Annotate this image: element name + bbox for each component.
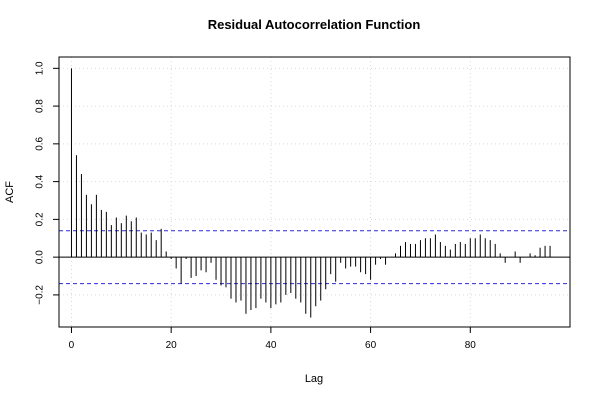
- y-axis: −0.2 0.0 0.2 0.4 0.6 0.8 1.0: [35, 61, 60, 305]
- x-tick-label: 60: [365, 340, 377, 351]
- y-tick-label: 0.2: [35, 212, 46, 226]
- plot-frame: [58, 56, 571, 328]
- x-tick-label: 80: [465, 340, 477, 351]
- y-axis-label: ACF: [4, 181, 16, 203]
- chart-title: Residual Autocorrelation Function: [208, 17, 421, 32]
- y-tick-label: 0.0: [35, 250, 46, 264]
- y-tick-label: 0.8: [35, 99, 46, 113]
- x-axis: 0 20 40 60 80: [69, 326, 477, 351]
- x-axis-label: Lag: [305, 373, 323, 385]
- grid: [59, 57, 570, 327]
- y-tick-label: 1.0: [35, 61, 46, 75]
- x-tick-label: 20: [166, 340, 178, 351]
- y-tick-label: −0.2: [35, 285, 46, 305]
- x-tick-label: 40: [265, 340, 277, 351]
- x-tick-label: 0: [69, 340, 75, 351]
- y-tick-label: 0.6: [35, 136, 46, 150]
- y-tick-label: 0.4: [35, 174, 46, 188]
- acf-bars: [70, 68, 551, 318]
- confidence-bounds: [59, 230, 570, 285]
